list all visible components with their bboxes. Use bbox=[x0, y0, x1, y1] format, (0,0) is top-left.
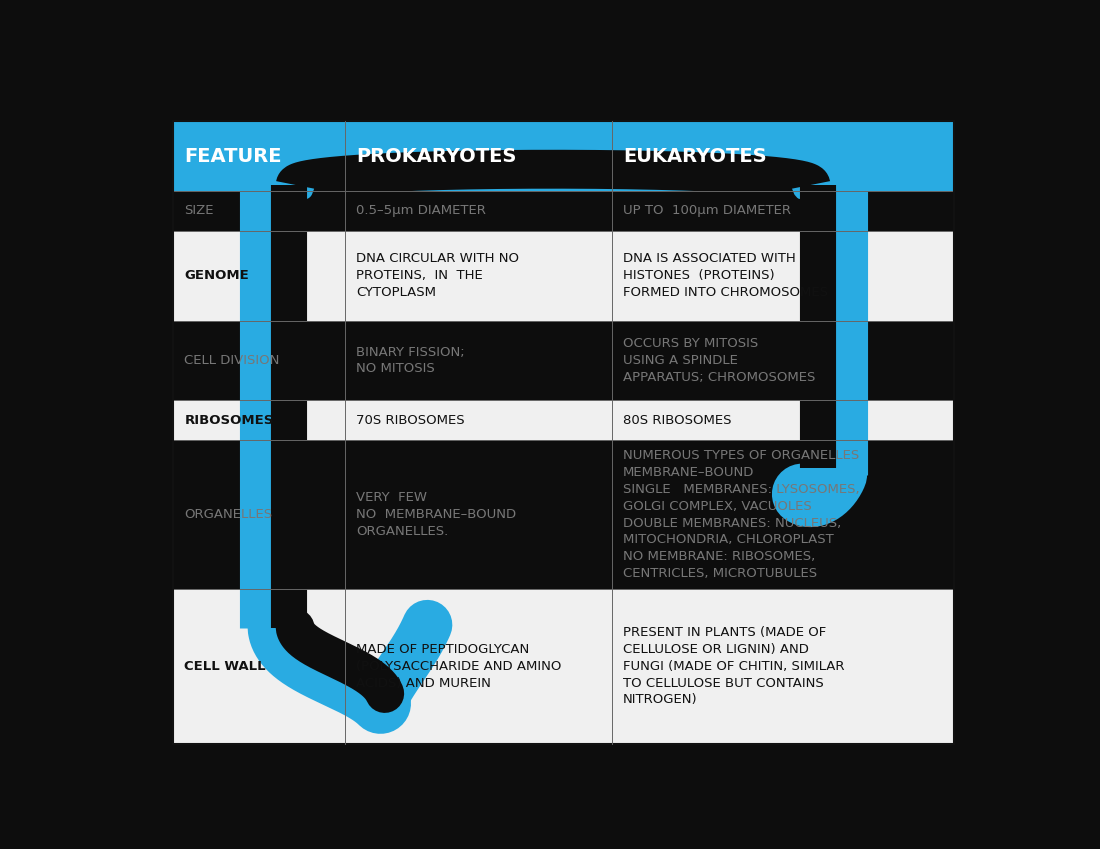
Bar bbox=[345, 191, 613, 231]
Text: FEATURE: FEATURE bbox=[185, 147, 282, 166]
Bar bbox=[174, 321, 345, 400]
Text: VERY  FEW
NO  MEMBRANE–BOUND
ORGANELLES.: VERY FEW NO MEMBRANE–BOUND ORGANELLES. bbox=[356, 492, 516, 538]
Text: OCCURS BY MITOSIS
USING A SPINDLE
APPARATUS; CHROMOSOMES: OCCURS BY MITOSIS USING A SPINDLE APPARA… bbox=[624, 337, 815, 384]
Text: ORGANELLES: ORGANELLES bbox=[185, 508, 273, 521]
Text: CELL DIVISION: CELL DIVISION bbox=[185, 354, 279, 367]
Text: UP TO  100μm DIAMETER: UP TO 100μm DIAMETER bbox=[624, 205, 791, 217]
Text: GENOME: GENOME bbox=[185, 269, 249, 282]
Text: RIBOSOMES: RIBOSOMES bbox=[185, 413, 274, 427]
Bar bbox=[613, 231, 954, 321]
Text: EUKARYOTES: EUKARYOTES bbox=[624, 147, 767, 166]
Bar bbox=[345, 400, 613, 441]
Bar bbox=[613, 321, 954, 400]
Bar bbox=[613, 121, 954, 191]
Text: PRESENT IN PLANTS (MADE OF
CELLULOSE OR LIGNIN) AND
FUNGI (MADE OF CHITIN, SIMIL: PRESENT IN PLANTS (MADE OF CELLULOSE OR … bbox=[624, 627, 845, 706]
Bar bbox=[174, 441, 345, 589]
Bar bbox=[613, 191, 954, 231]
Text: PROKARYOTES: PROKARYOTES bbox=[356, 147, 517, 166]
Bar bbox=[613, 589, 954, 744]
Bar bbox=[345, 589, 613, 744]
Text: 80S RIBOSOMES: 80S RIBOSOMES bbox=[624, 413, 732, 427]
Text: BINARY FISSION;
NO MITOSIS: BINARY FISSION; NO MITOSIS bbox=[356, 346, 465, 375]
Text: CELL WALL: CELL WALL bbox=[185, 660, 266, 673]
Text: 70S RIBOSOMES: 70S RIBOSOMES bbox=[356, 413, 465, 427]
Text: 0.5–5μm DIAMETER: 0.5–5μm DIAMETER bbox=[356, 205, 486, 217]
Text: NUMEROUS TYPES OF ORGANELLES
MEMBRANE–BOUND
SINGLE   MEMBRANES: LYSOSOMES,
GOLGI: NUMEROUS TYPES OF ORGANELLES MEMBRANE–BO… bbox=[624, 449, 860, 580]
Bar bbox=[345, 441, 613, 589]
Bar bbox=[174, 400, 345, 441]
Bar bbox=[345, 321, 613, 400]
Text: DNA CIRCULAR WITH NO
PROTEINS,  IN  THE
CYTOPLASM: DNA CIRCULAR WITH NO PROTEINS, IN THE CY… bbox=[356, 252, 519, 299]
Bar bbox=[613, 441, 954, 589]
Text: DNA IS ASSOCIATED WITH
HISTONES  (PROTEINS)
FORMED INTO CHROMOSOMES: DNA IS ASSOCIATED WITH HISTONES (PROTEIN… bbox=[624, 252, 828, 299]
Bar bbox=[345, 231, 613, 321]
Bar bbox=[174, 121, 345, 191]
Bar bbox=[345, 121, 613, 191]
Bar bbox=[174, 231, 345, 321]
Bar bbox=[613, 400, 954, 441]
Text: MADE OF PEPTIDOGLYCAN
(POLYSACCHARIDE AND AMINO
ACIDS) AND MUREIN: MADE OF PEPTIDOGLYCAN (POLYSACCHARIDE AN… bbox=[356, 643, 562, 689]
Text: SIZE: SIZE bbox=[185, 205, 213, 217]
Bar bbox=[174, 589, 345, 744]
Bar bbox=[174, 191, 345, 231]
